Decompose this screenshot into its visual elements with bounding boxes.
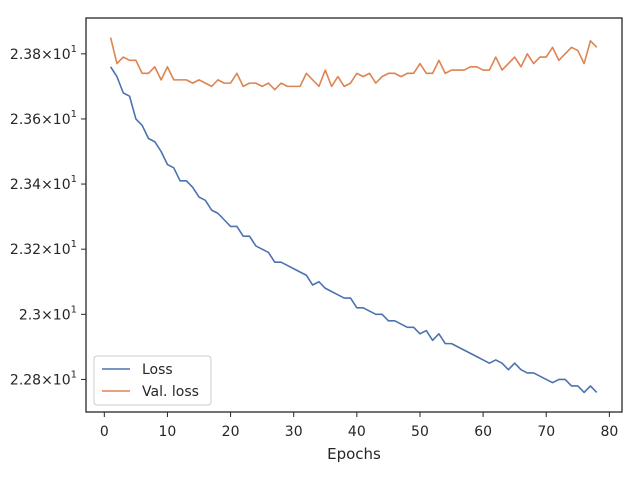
x-tick-label: 20: [222, 424, 240, 440]
y-tick-label: 2.3×101: [19, 304, 77, 323]
series-line-1: [109, 66, 598, 394]
x-axis-label: Epochs: [327, 445, 381, 463]
y-tick-exponent: 1: [71, 109, 77, 120]
y-tick-base: 2.36: [10, 112, 41, 128]
legend: Loss Val. loss: [93, 355, 212, 406]
y-tick-label: 2.34×101: [10, 174, 77, 193]
y-tick-times: ×10: [41, 372, 71, 388]
plot-frame: [85, 17, 623, 413]
series-line-2: [109, 37, 598, 91]
y-tick-base: 2.28: [10, 372, 41, 388]
x-tick-label: 0: [100, 424, 109, 440]
y-tick-base: 2.38: [10, 47, 41, 63]
x-axis: 0 10 20 30 40 50 60 70 80: [100, 412, 618, 440]
y-tick-times: ×10: [41, 307, 71, 323]
legend-label-2: Val. loss: [142, 384, 199, 400]
x-tick-label: 30: [285, 424, 303, 440]
y-tick-times: ×10: [41, 112, 71, 128]
y-tick-times: ×10: [41, 177, 71, 193]
x-tick-label: 80: [600, 424, 618, 440]
legend-label-1: Loss: [142, 362, 173, 378]
y-tick-exponent: 1: [71, 44, 77, 55]
y-tick-label: 2.32×101: [10, 239, 77, 258]
y-tick-base: 2.3: [19, 307, 41, 323]
x-tick-label: 50: [411, 424, 429, 440]
y-axis: 2.28×1012.3×1012.32×1012.34×1012.36×1012…: [10, 44, 86, 388]
x-tick-label: 70: [537, 424, 555, 440]
x-tick-label: 60: [474, 424, 492, 440]
y-tick-times: ×10: [41, 47, 71, 63]
y-tick-times: ×10: [41, 242, 71, 258]
y-tick-exponent: 1: [71, 239, 77, 250]
y-tick-exponent: 1: [71, 304, 77, 315]
y-tick-exponent: 1: [71, 369, 77, 380]
y-tick-label: 2.36×101: [10, 109, 77, 128]
y-tick-label: 2.28×101: [10, 369, 77, 388]
series-layer: [109, 37, 598, 394]
y-tick-base: 2.32: [10, 242, 41, 258]
x-tick-label: 40: [348, 424, 366, 440]
y-tick-label: 2.38×101: [10, 44, 77, 63]
y-tick-exponent: 1: [71, 174, 77, 185]
x-tick-label: 10: [159, 424, 177, 440]
y-tick-base: 2.34: [10, 177, 41, 193]
